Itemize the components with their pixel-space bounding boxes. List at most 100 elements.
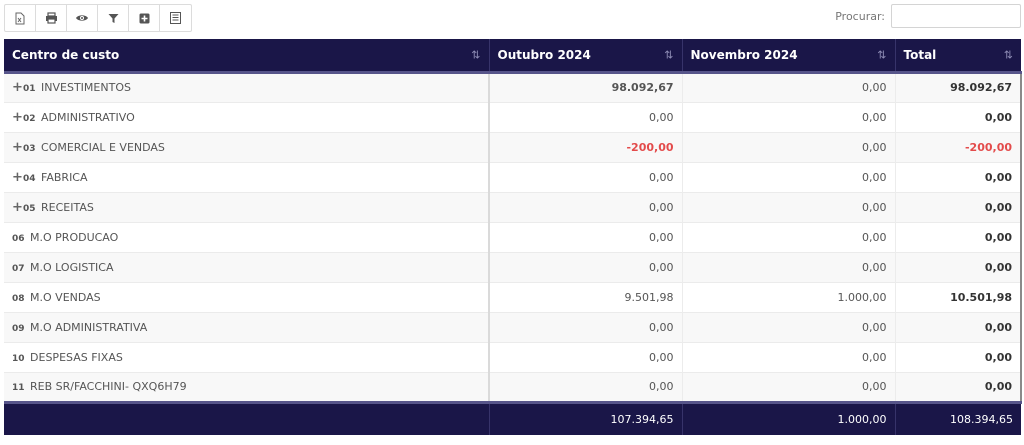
cost-center-name: M.O VENDAS <box>30 290 101 304</box>
column-header-label: Novembro 2024 <box>690 47 798 62</box>
cost-center-table: Centro de custo ⇅ Outubro 2024 ⇅ Novembro … <box>4 39 1022 435</box>
total-value: 0,00 <box>895 312 1022 342</box>
table-row[interactable]: +04 FABRICA 0,00 0,00 0,00 <box>4 162 1022 192</box>
column-header-label: Outubro 2024 <box>497 47 591 62</box>
cost-center-code: 08 <box>12 293 25 304</box>
table-row: 06 M.O PRODUCAO 0,00 0,00 0,00 <box>4 222 1022 252</box>
table-row: 09 M.O ADMINISTRATIVA 0,00 0,00 0,00 <box>4 312 1022 342</box>
cost-center-name: COMERCIAL E VENDAS <box>41 140 165 154</box>
november-value: 0,00 <box>682 162 896 192</box>
expand-button[interactable] <box>129 5 160 31</box>
search-input[interactable] <box>891 4 1021 28</box>
cost-center-name: RECEITAS <box>41 200 94 214</box>
november-value: 0,00 <box>682 372 896 402</box>
october-value: 0,00 <box>489 102 683 132</box>
november-value: 1.000,00 <box>682 282 896 312</box>
expand-plus-icon[interactable]: + <box>12 139 23 155</box>
table-row[interactable]: +02 ADMINISTRATIVO 0,00 0,00 0,00 <box>4 102 1022 132</box>
october-value: 0,00 <box>489 222 683 252</box>
column-header-total[interactable]: Total ⇅ <box>895 39 1021 72</box>
cost-center-name: ADMINISTRATIVO <box>41 110 135 124</box>
sort-icon: ⇅ <box>664 48 674 62</box>
total-value: 0,00 <box>895 252 1022 282</box>
column-header-november[interactable]: Novembro 2024 ⇅ <box>682 39 896 72</box>
total-value: 0,00 <box>895 372 1022 402</box>
footer-grand-total: 108.394,65 <box>950 412 1013 426</box>
october-value: 0,00 <box>489 372 683 402</box>
cost-center-cell: +01 INVESTIMENTOS <box>4 72 490 102</box>
october-value: 0,00 <box>489 252 683 282</box>
cost-center-cell: 09 M.O ADMINISTRATIVA <box>4 312 490 342</box>
cost-center-code: 02 <box>23 113 36 124</box>
expand-plus-icon[interactable]: + <box>12 80 23 95</box>
print-button[interactable] <box>36 5 67 31</box>
total-value: 0,00 <box>895 192 1022 222</box>
november-value: 0,00 <box>682 222 896 252</box>
november-value: 0,00 <box>682 102 896 132</box>
column-header-label: Centro de custo <box>12 47 120 62</box>
october-value: 9.501,98 <box>489 282 683 312</box>
expand-plus-icon[interactable]: + <box>12 199 23 215</box>
october-value: 98.092,67 <box>489 72 683 102</box>
list-button[interactable] <box>160 5 191 31</box>
list-icon <box>170 12 181 24</box>
cost-center-name: M.O PRODUCAO <box>30 230 119 244</box>
excel-file-icon <box>15 12 25 24</box>
october-value: -200,00 <box>489 132 683 162</box>
filter-icon <box>108 13 118 23</box>
total-value: 10.501,98 <box>895 282 1022 312</box>
sort-icon: ⇅ <box>1003 48 1013 62</box>
cost-center-code: 10 <box>12 353 25 364</box>
cost-center-name: M.O ADMINISTRATIVA <box>30 320 148 334</box>
sort-icon: ⇅ <box>877 48 887 62</box>
printer-icon <box>45 12 57 24</box>
excel-export-button[interactable] <box>5 5 36 31</box>
november-value: 0,00 <box>682 342 896 372</box>
footer-total-october: 107.394,65 <box>489 402 683 435</box>
column-header-october[interactable]: Outubro 2024 ⇅ <box>489 39 683 72</box>
search-label: Procurar: <box>835 9 885 23</box>
total-value: 0,00 <box>895 342 1022 372</box>
table-footer-row: 107.394,65 1.000,00 108.394,65 <box>4 402 1021 435</box>
cost-center-cell: +03 COMERCIAL E VENDAS <box>4 132 490 162</box>
expand-plus-icon[interactable]: + <box>12 109 23 125</box>
cost-center-cell: 07 M.O LOGISTICA <box>4 252 490 282</box>
cost-center-code: 07 <box>12 263 25 274</box>
cost-center-cell: 11 REB SR/FACCHINI- QXQ6H79 <box>4 372 490 402</box>
cost-center-name: M.O LOGISTICA <box>30 260 114 274</box>
table-row: 11 REB SR/FACCHINI- QXQ6H79 0,00 0,00 0,00 <box>4 372 1022 402</box>
cost-center-cell: 10 DESPESAS FIXAS <box>4 342 490 372</box>
view-button[interactable] <box>67 5 98 31</box>
cost-center-code: 05 <box>23 203 36 214</box>
filter-button[interactable] <box>98 5 129 31</box>
cost-center-cell: +05 RECEITAS <box>4 192 490 222</box>
total-value: -200,00 <box>895 132 1022 162</box>
cost-center-code: 03 <box>23 143 36 154</box>
cost-center-code: 11 <box>12 383 25 393</box>
cost-center-cell: +04 FABRICA <box>4 162 490 192</box>
column-header-cost-center[interactable]: Centro de custo ⇅ <box>4 39 490 72</box>
table-header-row: Centro de custo ⇅ Outubro 2024 ⇅ Novembro … <box>4 39 1021 72</box>
table-row: 10 DESPESAS FIXAS 0,00 0,00 0,00 <box>4 342 1022 372</box>
cost-center-name: REB SR/FACCHINI- QXQ6H79 <box>30 380 187 393</box>
sort-icon: ⇅ <box>471 48 481 62</box>
column-header-label: Total <box>903 47 937 62</box>
total-value: 0,00 <box>895 102 1022 132</box>
october-value: 0,00 <box>489 192 683 222</box>
cost-center-cell: 06 M.O PRODUCAO <box>4 222 490 252</box>
toolbar <box>4 4 192 32</box>
cost-center-cell: +02 ADMINISTRATIVO <box>4 102 490 132</box>
table-row[interactable]: +05 RECEITAS 0,00 0,00 0,00 <box>4 192 1022 222</box>
october-value: 0,00 <box>489 162 683 192</box>
table-body: +01 INVESTIMENTOS 98.092,67 0,00 98.092,67 +… <box>4 72 1022 402</box>
plus-square-icon <box>139 13 149 23</box>
table-row[interactable]: +03 COMERCIAL E VENDAS -200,00 0,00 -200,00 <box>4 132 1022 162</box>
eye-icon <box>76 15 88 21</box>
table-row[interactable]: +01 INVESTIMENTOS 98.092,67 0,00 98.092,67 <box>4 72 1022 102</box>
total-value: 98.092,67 <box>895 72 1022 102</box>
expand-plus-icon[interactable]: + <box>12 169 23 185</box>
november-value: 0,00 <box>682 192 896 222</box>
november-value: 0,00 <box>682 252 896 282</box>
cost-center-code: 04 <box>23 173 36 184</box>
total-value: 0,00 <box>895 162 1022 192</box>
